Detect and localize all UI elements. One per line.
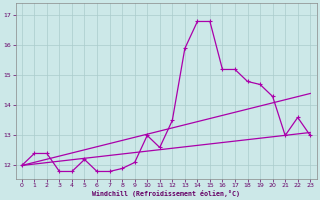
- X-axis label: Windchill (Refroidissement éolien,°C): Windchill (Refroidissement éolien,°C): [92, 190, 240, 197]
